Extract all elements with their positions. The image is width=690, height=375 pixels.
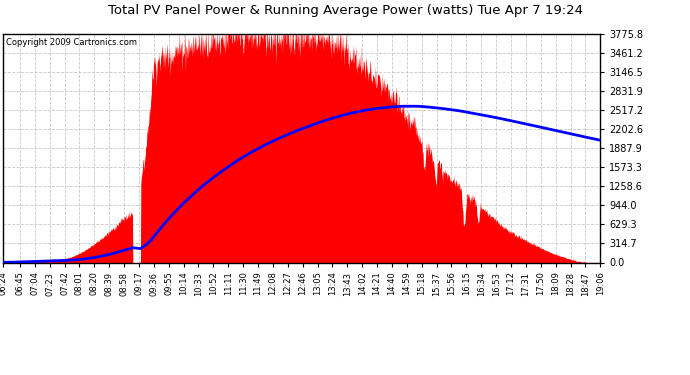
Text: Total PV Panel Power & Running Average Power (watts) Tue Apr 7 19:24: Total PV Panel Power & Running Average P… <box>108 4 582 17</box>
Text: Copyright 2009 Cartronics.com: Copyright 2009 Cartronics.com <box>6 38 137 47</box>
